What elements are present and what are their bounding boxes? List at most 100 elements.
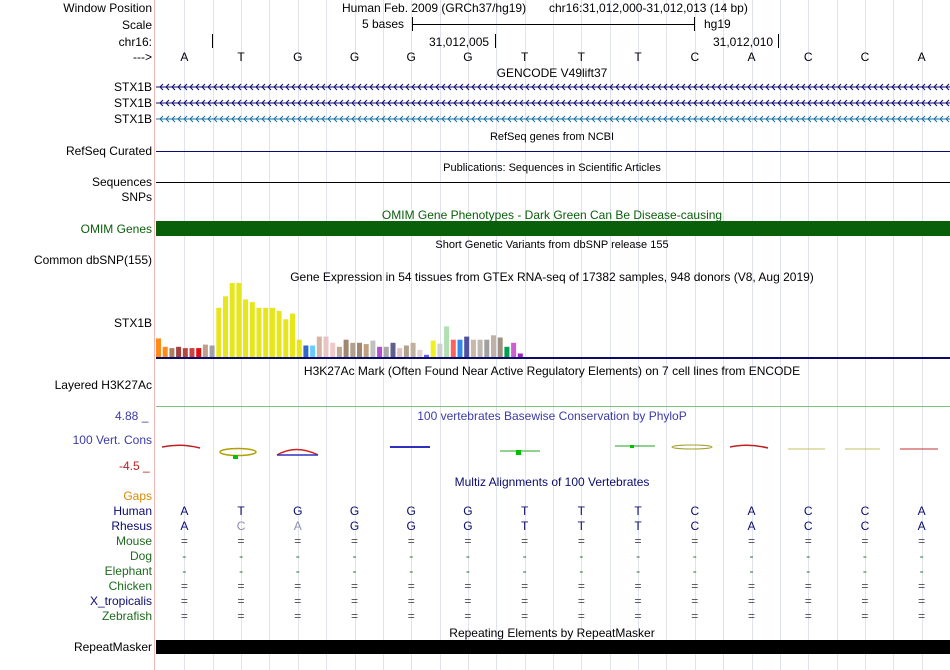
gaps-label[interactable]: Gaps bbox=[123, 489, 152, 503]
snps-label[interactable]: SNPs bbox=[121, 190, 152, 204]
gtex-bar[interactable] bbox=[196, 348, 202, 357]
omim-label[interactable]: OMIM Genes bbox=[80, 222, 152, 236]
sequences-line[interactable] bbox=[156, 182, 950, 183]
gtex-bar[interactable] bbox=[162, 346, 168, 357]
gtex-bar[interactable] bbox=[484, 339, 490, 357]
gtex-bar[interactable] bbox=[223, 296, 228, 357]
position-text[interactable]: chr16:31,012,000-31,012,013 (14 bp) bbox=[549, 1, 748, 15]
gtex-bar[interactable] bbox=[229, 283, 235, 357]
gtex-bar[interactable] bbox=[417, 349, 423, 357]
gencode-label-1[interactable]: STX1B bbox=[113, 80, 152, 94]
species-label[interactable]: Human bbox=[113, 504, 152, 518]
gtex-bar[interactable] bbox=[477, 339, 483, 357]
species-label[interactable]: X_tropicalis bbox=[89, 594, 152, 608]
gtex-bar[interactable] bbox=[457, 339, 463, 357]
gtex-bar[interactable] bbox=[336, 346, 342, 357]
gtex-bar[interactable] bbox=[424, 354, 429, 357]
gtex-bar[interactable] bbox=[310, 345, 316, 358]
gtex-bar[interactable] bbox=[290, 313, 295, 357]
gtex-bar[interactable] bbox=[383, 346, 389, 357]
gencode-label-3[interactable]: STX1B bbox=[113, 112, 152, 126]
species-label[interactable]: Zebrafish bbox=[101, 609, 152, 623]
gtex-bar[interactable] bbox=[410, 342, 416, 357]
gtex-bar[interactable] bbox=[202, 344, 208, 357]
h3k27-label[interactable]: Layered H3K27Ac bbox=[54, 378, 152, 392]
dbsnp-label[interactable]: Common dbSNP(155) bbox=[33, 253, 152, 267]
gtex-bar[interactable] bbox=[330, 342, 336, 357]
gtex-bar[interactable] bbox=[343, 339, 349, 357]
gtex-bar[interactable] bbox=[430, 340, 436, 357]
alignment-base: = bbox=[350, 579, 358, 593]
gtex-bar[interactable] bbox=[350, 342, 356, 357]
gtex-bar[interactable] bbox=[316, 336, 322, 357]
repeat-label[interactable]: RepeatMasker bbox=[73, 640, 152, 654]
sequences-label[interactable]: Sequences bbox=[91, 175, 152, 189]
gtex-bar[interactable] bbox=[377, 346, 383, 357]
gtex-label[interactable]: STX1B bbox=[113, 316, 152, 330]
species-label[interactable]: Mouse bbox=[115, 534, 152, 548]
repeat-bar[interactable] bbox=[156, 640, 950, 654]
cons-label[interactable]: 100 Vert. Cons bbox=[72, 433, 152, 447]
gtex-bar[interactable] bbox=[209, 345, 215, 358]
gtex-bar[interactable] bbox=[323, 336, 329, 357]
species-label[interactable]: Elephant bbox=[104, 564, 152, 578]
species-label[interactable]: Dog bbox=[129, 549, 152, 563]
gtex-bar[interactable] bbox=[156, 338, 161, 357]
gtex-bar[interactable] bbox=[243, 299, 249, 357]
alignment-base: = bbox=[464, 579, 472, 593]
gencode-label-2[interactable]: STX1B bbox=[113, 96, 152, 110]
gtex-bar[interactable] bbox=[390, 342, 396, 357]
h3k27-signal[interactable] bbox=[156, 406, 950, 407]
alignment-base: C bbox=[690, 519, 700, 533]
gtex-bar[interactable] bbox=[169, 348, 175, 357]
grid-line bbox=[496, 0, 497, 670]
alignment-base: = bbox=[577, 579, 585, 593]
gtex-bar[interactable] bbox=[269, 307, 275, 357]
gtex-bar[interactable] bbox=[504, 346, 510, 357]
gtex-bar[interactable] bbox=[370, 340, 376, 357]
gtex-bar[interactable] bbox=[450, 339, 456, 357]
gtex-bar[interactable] bbox=[464, 336, 470, 357]
gtex-bar[interactable] bbox=[249, 302, 255, 357]
gtex-bar[interactable] bbox=[357, 342, 362, 357]
omim-gene-bar[interactable] bbox=[156, 221, 950, 236]
gtex-bar[interactable] bbox=[303, 345, 309, 358]
gtex-bar[interactable] bbox=[470, 339, 476, 357]
gtex-bar[interactable] bbox=[236, 283, 242, 357]
sequence-base: C bbox=[690, 50, 700, 64]
gtex-bar[interactable] bbox=[444, 326, 450, 357]
alignment-base: = bbox=[180, 534, 188, 548]
species-label[interactable]: Chicken bbox=[108, 579, 152, 593]
gtex-bar[interactable] bbox=[263, 307, 269, 357]
gtex-bar[interactable] bbox=[517, 353, 523, 358]
alignment-base: = bbox=[464, 609, 472, 623]
species-label[interactable]: Rhesus bbox=[111, 519, 152, 533]
gtex-bar[interactable] bbox=[189, 348, 195, 357]
gtex-bar[interactable] bbox=[216, 307, 222, 357]
cons-mark bbox=[729, 444, 769, 449]
gtex-bar[interactable] bbox=[256, 307, 262, 357]
gtex-bar[interactable] bbox=[296, 339, 302, 357]
scale-assembly: hg19 bbox=[704, 17, 731, 31]
gtex-bar[interactable] bbox=[491, 335, 496, 357]
gencode-transcript[interactable] bbox=[156, 99, 950, 107]
gencode-transcript[interactable] bbox=[156, 115, 950, 123]
gtex-bar[interactable] bbox=[403, 345, 409, 358]
grid-line bbox=[610, 0, 611, 670]
gtex-bar[interactable] bbox=[363, 344, 369, 357]
gtex-bar[interactable] bbox=[397, 348, 403, 357]
gtex-bar[interactable] bbox=[497, 337, 503, 358]
gtex-bar[interactable] bbox=[283, 319, 289, 357]
gtex-bar[interactable] bbox=[437, 343, 443, 357]
gtex-bar[interactable] bbox=[276, 310, 282, 357]
gencode-transcript[interactable] bbox=[156, 83, 950, 91]
refseq-line[interactable] bbox=[156, 151, 950, 152]
refseq-label[interactable]: RefSeq Curated bbox=[65, 144, 152, 158]
gtex-bar[interactable] bbox=[182, 348, 188, 357]
gtex-bar[interactable] bbox=[511, 342, 517, 357]
cons-mark bbox=[161, 444, 201, 449]
gtex-bar[interactable] bbox=[176, 346, 182, 357]
